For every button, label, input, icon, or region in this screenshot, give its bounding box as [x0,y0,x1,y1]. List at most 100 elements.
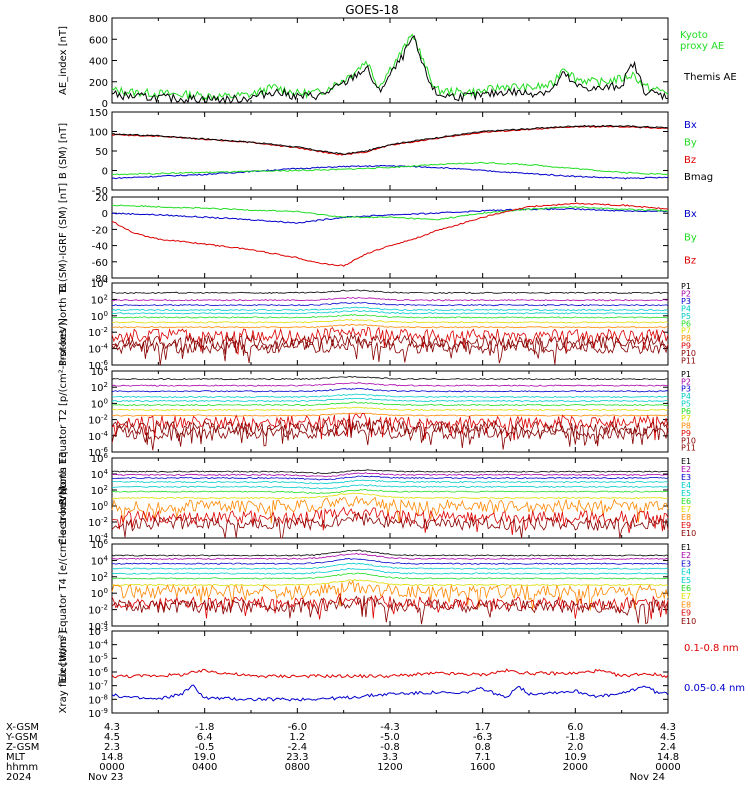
footer-value: 19.0 [194,752,216,763]
footer-value: 7.1 [475,752,491,763]
y-tick-label: 10-6 [88,666,108,679]
y-tick-label: 106 [91,452,109,465]
legend-label: P11 [681,357,696,366]
y-tick-label: 0 [102,167,108,178]
series-line-e9 [111,592,669,620]
panel-8: 10-310-410-510-610-710-810-9 Xray flux [W… [58,625,745,720]
y-tick-label: 10-3 [88,625,108,638]
y-tick-label: 102 [91,381,108,394]
series-line-bmag [111,124,669,155]
y-tick-label: 102 [91,571,108,584]
series-line-p4 [111,306,669,312]
legend-label: E6 [681,584,691,593]
footer-value: 6.4 [197,732,213,743]
panel-5: 104 102 100 10-2 10-4 10-6 Protons Equator T2 … [58,318,696,505]
y-tick-label: 102 [91,484,108,497]
panel-frame [111,282,669,366]
footer-value: 1.7 [475,722,491,733]
series-line-p4 [111,393,669,398]
series-line-0-1-0-8-nm [111,668,669,679]
y-tick-label: 104 [91,554,109,567]
footer-value: 4.5 [660,732,676,743]
series-line-e7 [111,579,669,587]
series-line-bz [111,125,669,156]
legend-label: P11 [681,444,696,453]
panel-7: 106 104 102 100 10-2 10-4 Electrons Equator T4… [58,487,696,682]
y-tick-label: 10-2 [88,604,108,617]
footer-value: 4.3 [104,722,120,733]
series-line-e6 [111,489,669,495]
y-tick-label: 10-5 [88,652,108,665]
y-tick-label: 100 [91,397,108,410]
y-tick-label: 10-4 [88,430,108,443]
y-tick-label: 10-4 [88,343,108,356]
series-line-by [111,204,669,221]
legend-label: Bx [684,120,697,131]
footer-value: -2.4 [288,742,308,753]
y-tick-label: 100 [91,310,108,323]
y-tick-label: -50 [92,186,108,197]
series-line-e9 [111,506,669,535]
y-tick-label: 10-2 [88,414,108,427]
series-line-p6 [111,401,669,407]
legend-label: E5 [681,576,691,585]
series-line-p11 [111,423,669,451]
footer-value: 14.8 [101,752,123,763]
legend-label: Bz [684,155,696,166]
legend-label: E9 [681,609,691,618]
legend-label: E7 [681,505,691,514]
series-line-themis-ae [111,35,669,105]
legend-label: E4 [681,481,691,490]
y-axis-label: B (SM) [nT] [58,123,69,179]
legend-label: E1 [681,543,691,552]
y-tick-label: -60 [92,258,108,269]
panel-frame [111,370,669,453]
series-line-e10 [111,511,669,539]
footer-value: 23.3 [286,752,308,763]
legend-label: E2 [681,551,691,560]
legend-label: P7 [681,414,691,423]
series-line-e8 [111,579,669,611]
series-line-e2 [111,472,669,478]
footer-value: 14.8 [657,752,679,763]
legend-label: P10 [681,349,696,358]
footer-value: -1.8 [566,732,586,743]
footer-value: 2.4 [660,742,676,753]
y-tick-label: 100 [89,128,108,139]
footer-value: 0800 [285,762,310,773]
legend-label: P4 [681,392,691,401]
series-line-e5 [111,484,669,490]
y-axis-label: Xray flux [W/m²] [58,631,69,714]
footer-value: Nov 24 [630,772,665,783]
series-line-bz [111,202,669,267]
series-line-p10 [111,333,669,360]
footer-value: 0.8 [475,742,491,753]
series-line-0-05-0-4-nm [111,684,669,702]
legend-label: P2 [681,289,691,298]
legend-label: Bx [684,209,697,220]
legend-label: E2 [681,465,691,474]
footer-value: -0.8 [380,742,400,753]
legend-label: 0.05-0.4 nm [684,683,745,694]
series-line-e8 [111,495,669,524]
series-line-e1 [111,469,669,475]
series-line-e3 [111,557,669,565]
footer-value: 4.5 [104,732,120,743]
panel-frame [111,196,669,279]
series-line-p9 [111,412,669,441]
footer-value: -4.3 [380,722,400,733]
legend-label: P1 [681,282,691,291]
legend-label: P3 [681,297,691,306]
legend-label: E6 [681,497,691,506]
y-axis-label: Protons Equator T2 [p/(cm²-s-sr-keV)] [58,318,69,505]
footer-row-label: Y-GSM [5,732,38,743]
ephemeris-footer: X-GSM 4.3 -1.8 -6.0 -4.3 1.7 6.0 4.3 Y-GSM 4.5 6.4… [5,722,681,783]
footer-row-label: 2024 [6,772,31,783]
y-tick-label: 200 [89,78,108,89]
y-tick-label: 0 [102,209,108,220]
legend-label: E5 [681,489,691,498]
panel-2: 150 100 50 0 -50 B (SM) [nT] Bx By Bz Bmag [58,108,713,197]
legend-label: E3 [681,559,691,568]
panel-frame [111,111,669,191]
